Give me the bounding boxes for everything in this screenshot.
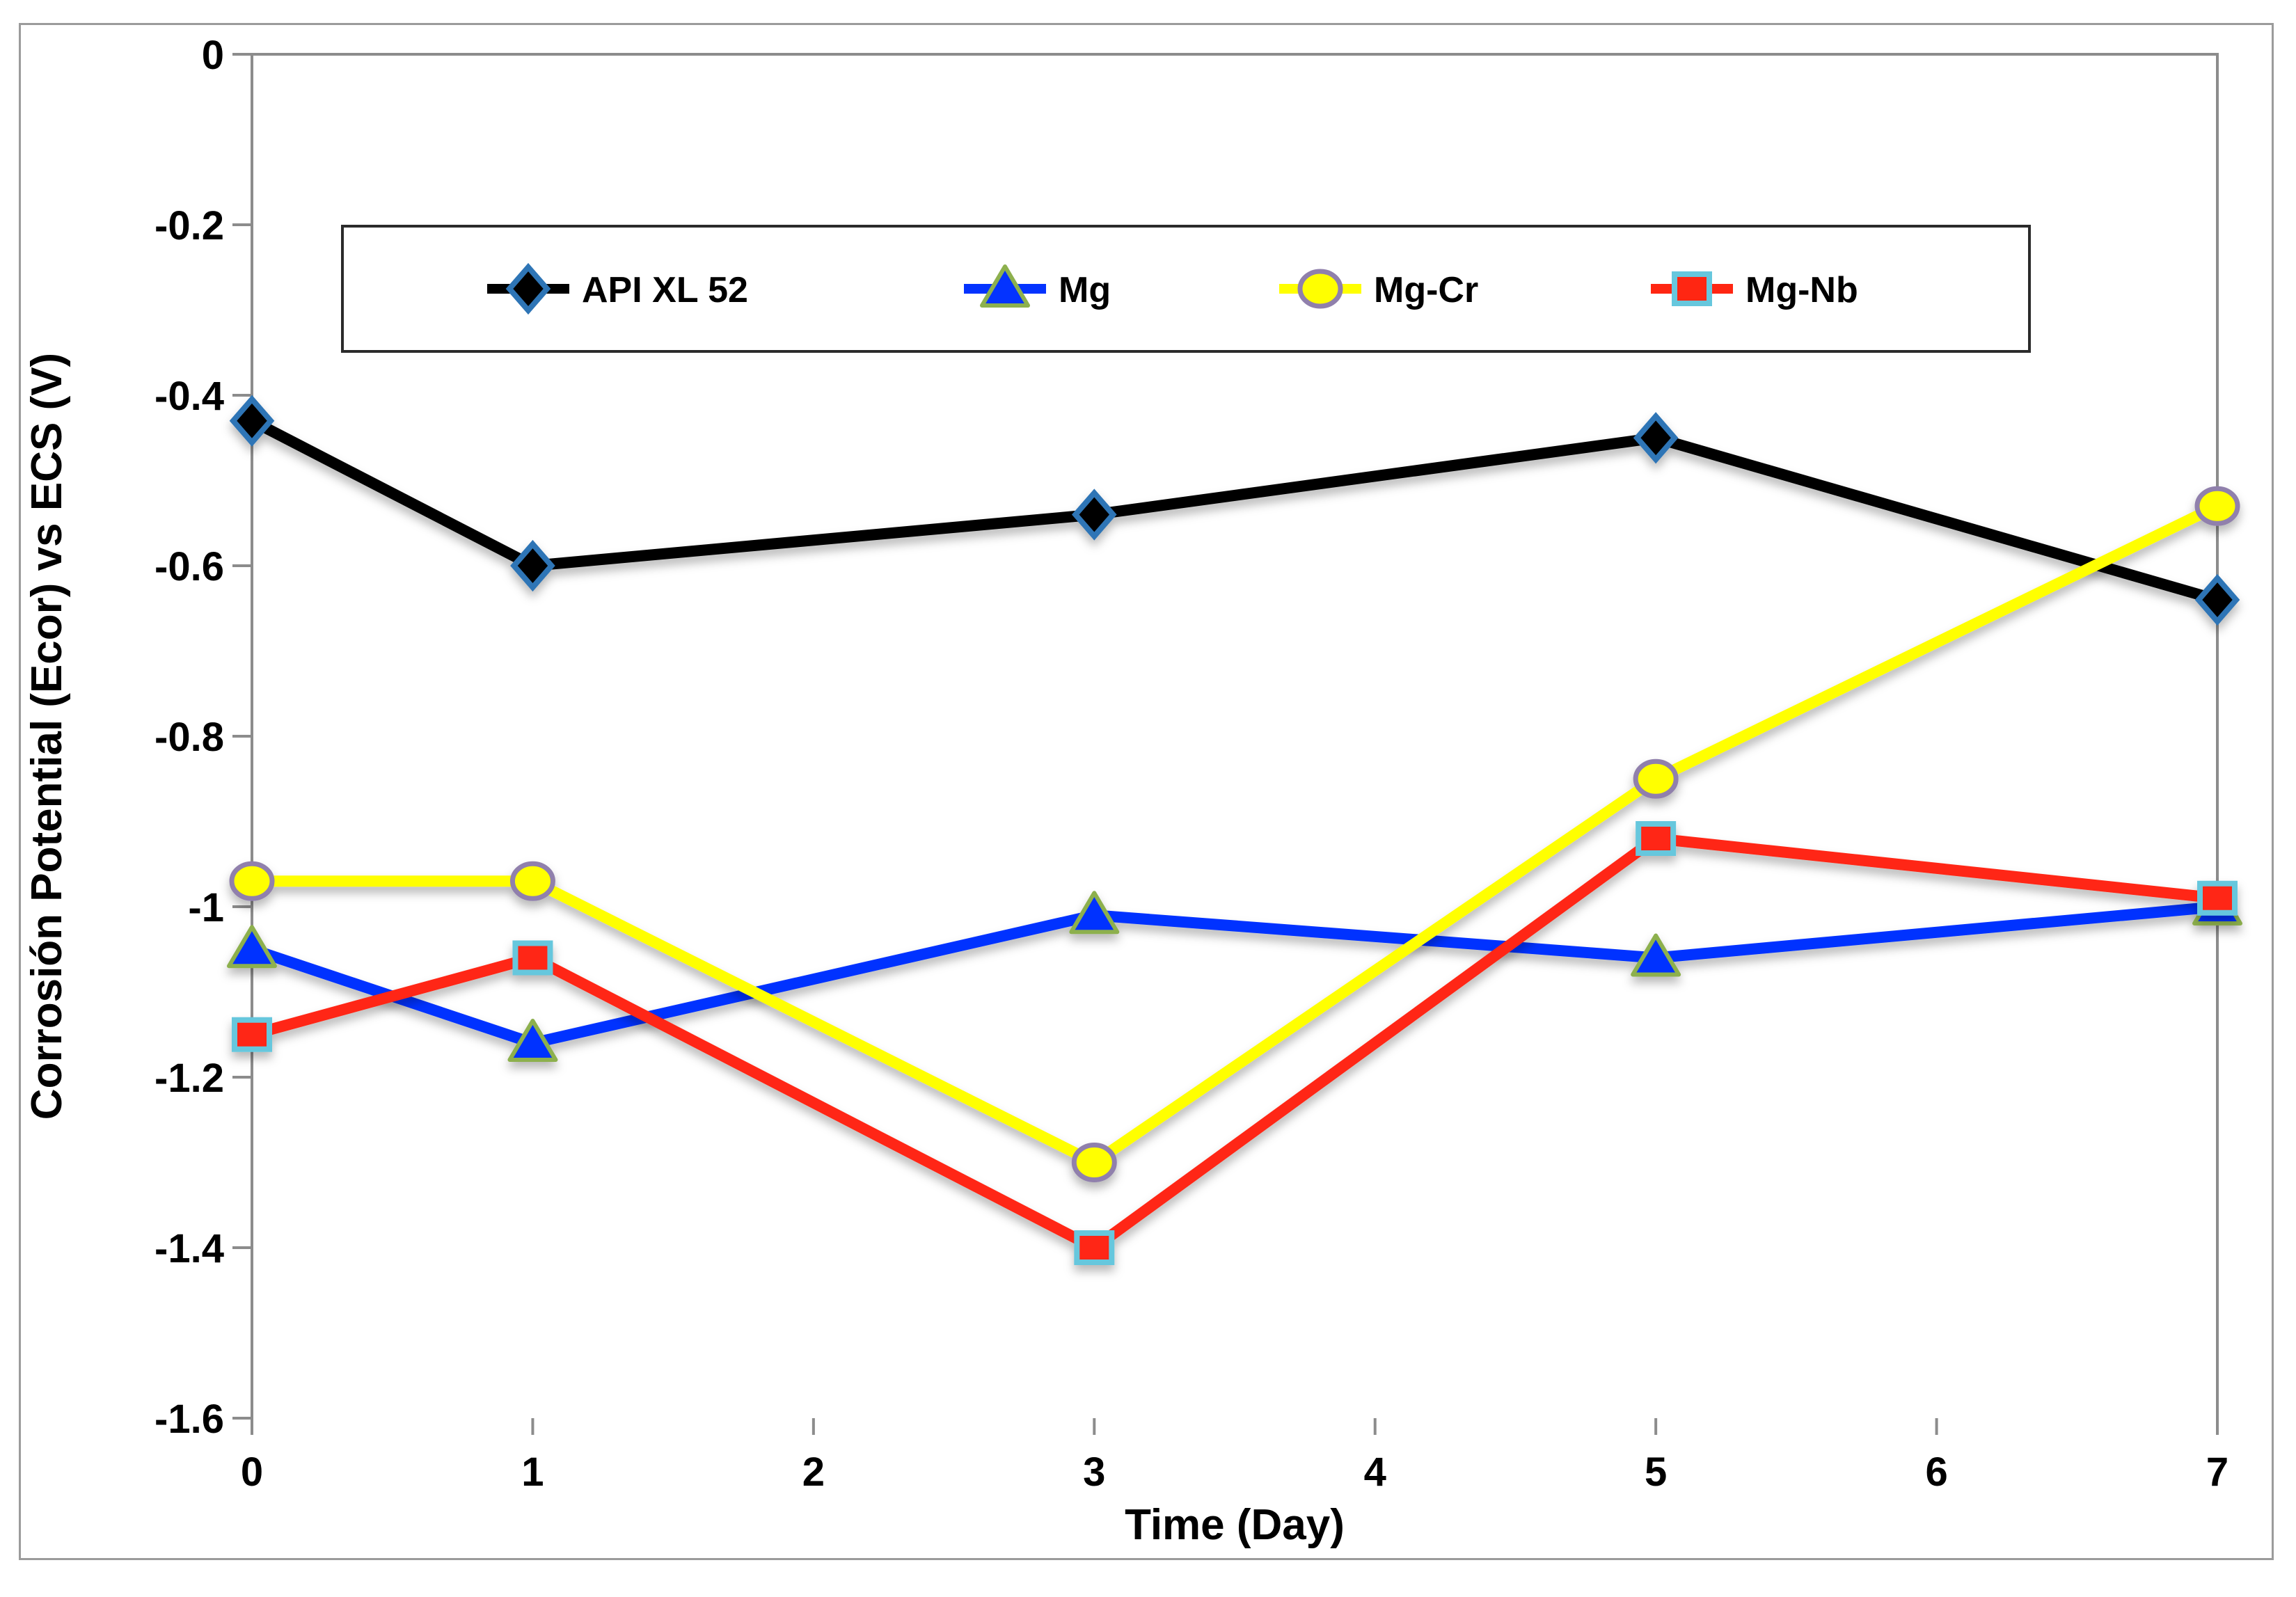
x-axis-title: Time (Day) [1125, 1501, 1345, 1549]
x-tick-label: 2 [802, 1449, 825, 1495]
series-mg-cr [229, 486, 2240, 1182]
y-tick-label: -0.4 [155, 374, 224, 419]
legend-item-mg-cr: Mg-Cr [1279, 269, 1478, 310]
x-tick-label: 3 [1083, 1449, 1105, 1495]
marker-mg-nb [232, 1017, 272, 1052]
y-axis-title: Corrosión Potential (Ecor) vs ECS (V) [23, 353, 71, 1120]
marker-mg-cr [1633, 758, 1679, 799]
y-tick-label: -0.6 [155, 544, 224, 589]
x-tick-label: 7 [2206, 1449, 2228, 1495]
legend-label: Mg-Cr [1374, 270, 1478, 310]
series-layer [227, 395, 2243, 1265]
figure-border [19, 23, 2274, 1560]
marker-mg [1069, 891, 1120, 935]
series-line-mg-cr [246, 500, 2224, 1168]
marker-mg-nb [512, 940, 553, 976]
legend-item-api-xl-52: API XL 52 [487, 262, 748, 315]
marker-mg-cr [509, 861, 555, 901]
legend-item-mg-nb: Mg-Nb [1651, 270, 1858, 310]
marker-mg [227, 925, 277, 969]
y-tick-label: -1 [188, 885, 224, 930]
x-tick-label: 1 [521, 1449, 544, 1495]
legend-item-mg: Mg [964, 264, 1111, 310]
marker-mg-cr [1071, 1143, 1117, 1182]
x-tick-label: 4 [1364, 1449, 1386, 1495]
y-tick-label: -1.6 [155, 1397, 224, 1442]
legend-label: Mg [1059, 270, 1111, 310]
legend-label: API XL 52 [582, 270, 748, 310]
series-mg-nb [232, 821, 2238, 1265]
marker-api-xl-52 [1071, 488, 1117, 541]
marker-mg-cr [2194, 486, 2240, 526]
marker-mg-nb [1636, 821, 1677, 856]
legend-box [341, 225, 2031, 353]
marker-api-xl-52 [510, 539, 555, 592]
legend-layer: API XL 52 Mg Mg-Cr Mg-Nb [341, 225, 2031, 353]
marker-mg-cr [229, 861, 275, 901]
y-tick-label: 0 [202, 33, 224, 78]
marker-mg [1631, 933, 1681, 977]
marker-api-xl-52 [229, 395, 275, 447]
y-tick-label: -1.2 [155, 1056, 224, 1101]
marker-api-xl-52 [2194, 573, 2240, 626]
legend-marker-mg-cr [1297, 269, 1343, 309]
marker-api-xl-52 [1633, 412, 1679, 464]
y-tick-label: -0.2 [155, 203, 224, 248]
y-tick-label: -1.4 [155, 1226, 224, 1271]
marker-mg-nb [2197, 880, 2238, 916]
marker-mg-nb [1074, 1230, 1115, 1265]
x-tick-label: 5 [1645, 1449, 1667, 1495]
legend-marker-mg [980, 264, 1030, 308]
series-api-xl-52 [229, 395, 2240, 626]
x-tick-label: 6 [1925, 1449, 1947, 1495]
axes-layer: 0 -0.2 -0.4 -0.6 -0.8 -1 -1.2 -1.4 -1.6 0 1 2 3 4 5 6 7 [155, 33, 2228, 1495]
y-tick-label: -0.8 [155, 715, 224, 760]
legend-marker-api-xl-52 [505, 262, 551, 315]
legend-label: Mg-Nb [1745, 270, 1858, 310]
legend-marker-mg-nb [1672, 271, 1712, 306]
x-tick-label: 0 [241, 1449, 263, 1495]
marker-mg [507, 1019, 558, 1062]
